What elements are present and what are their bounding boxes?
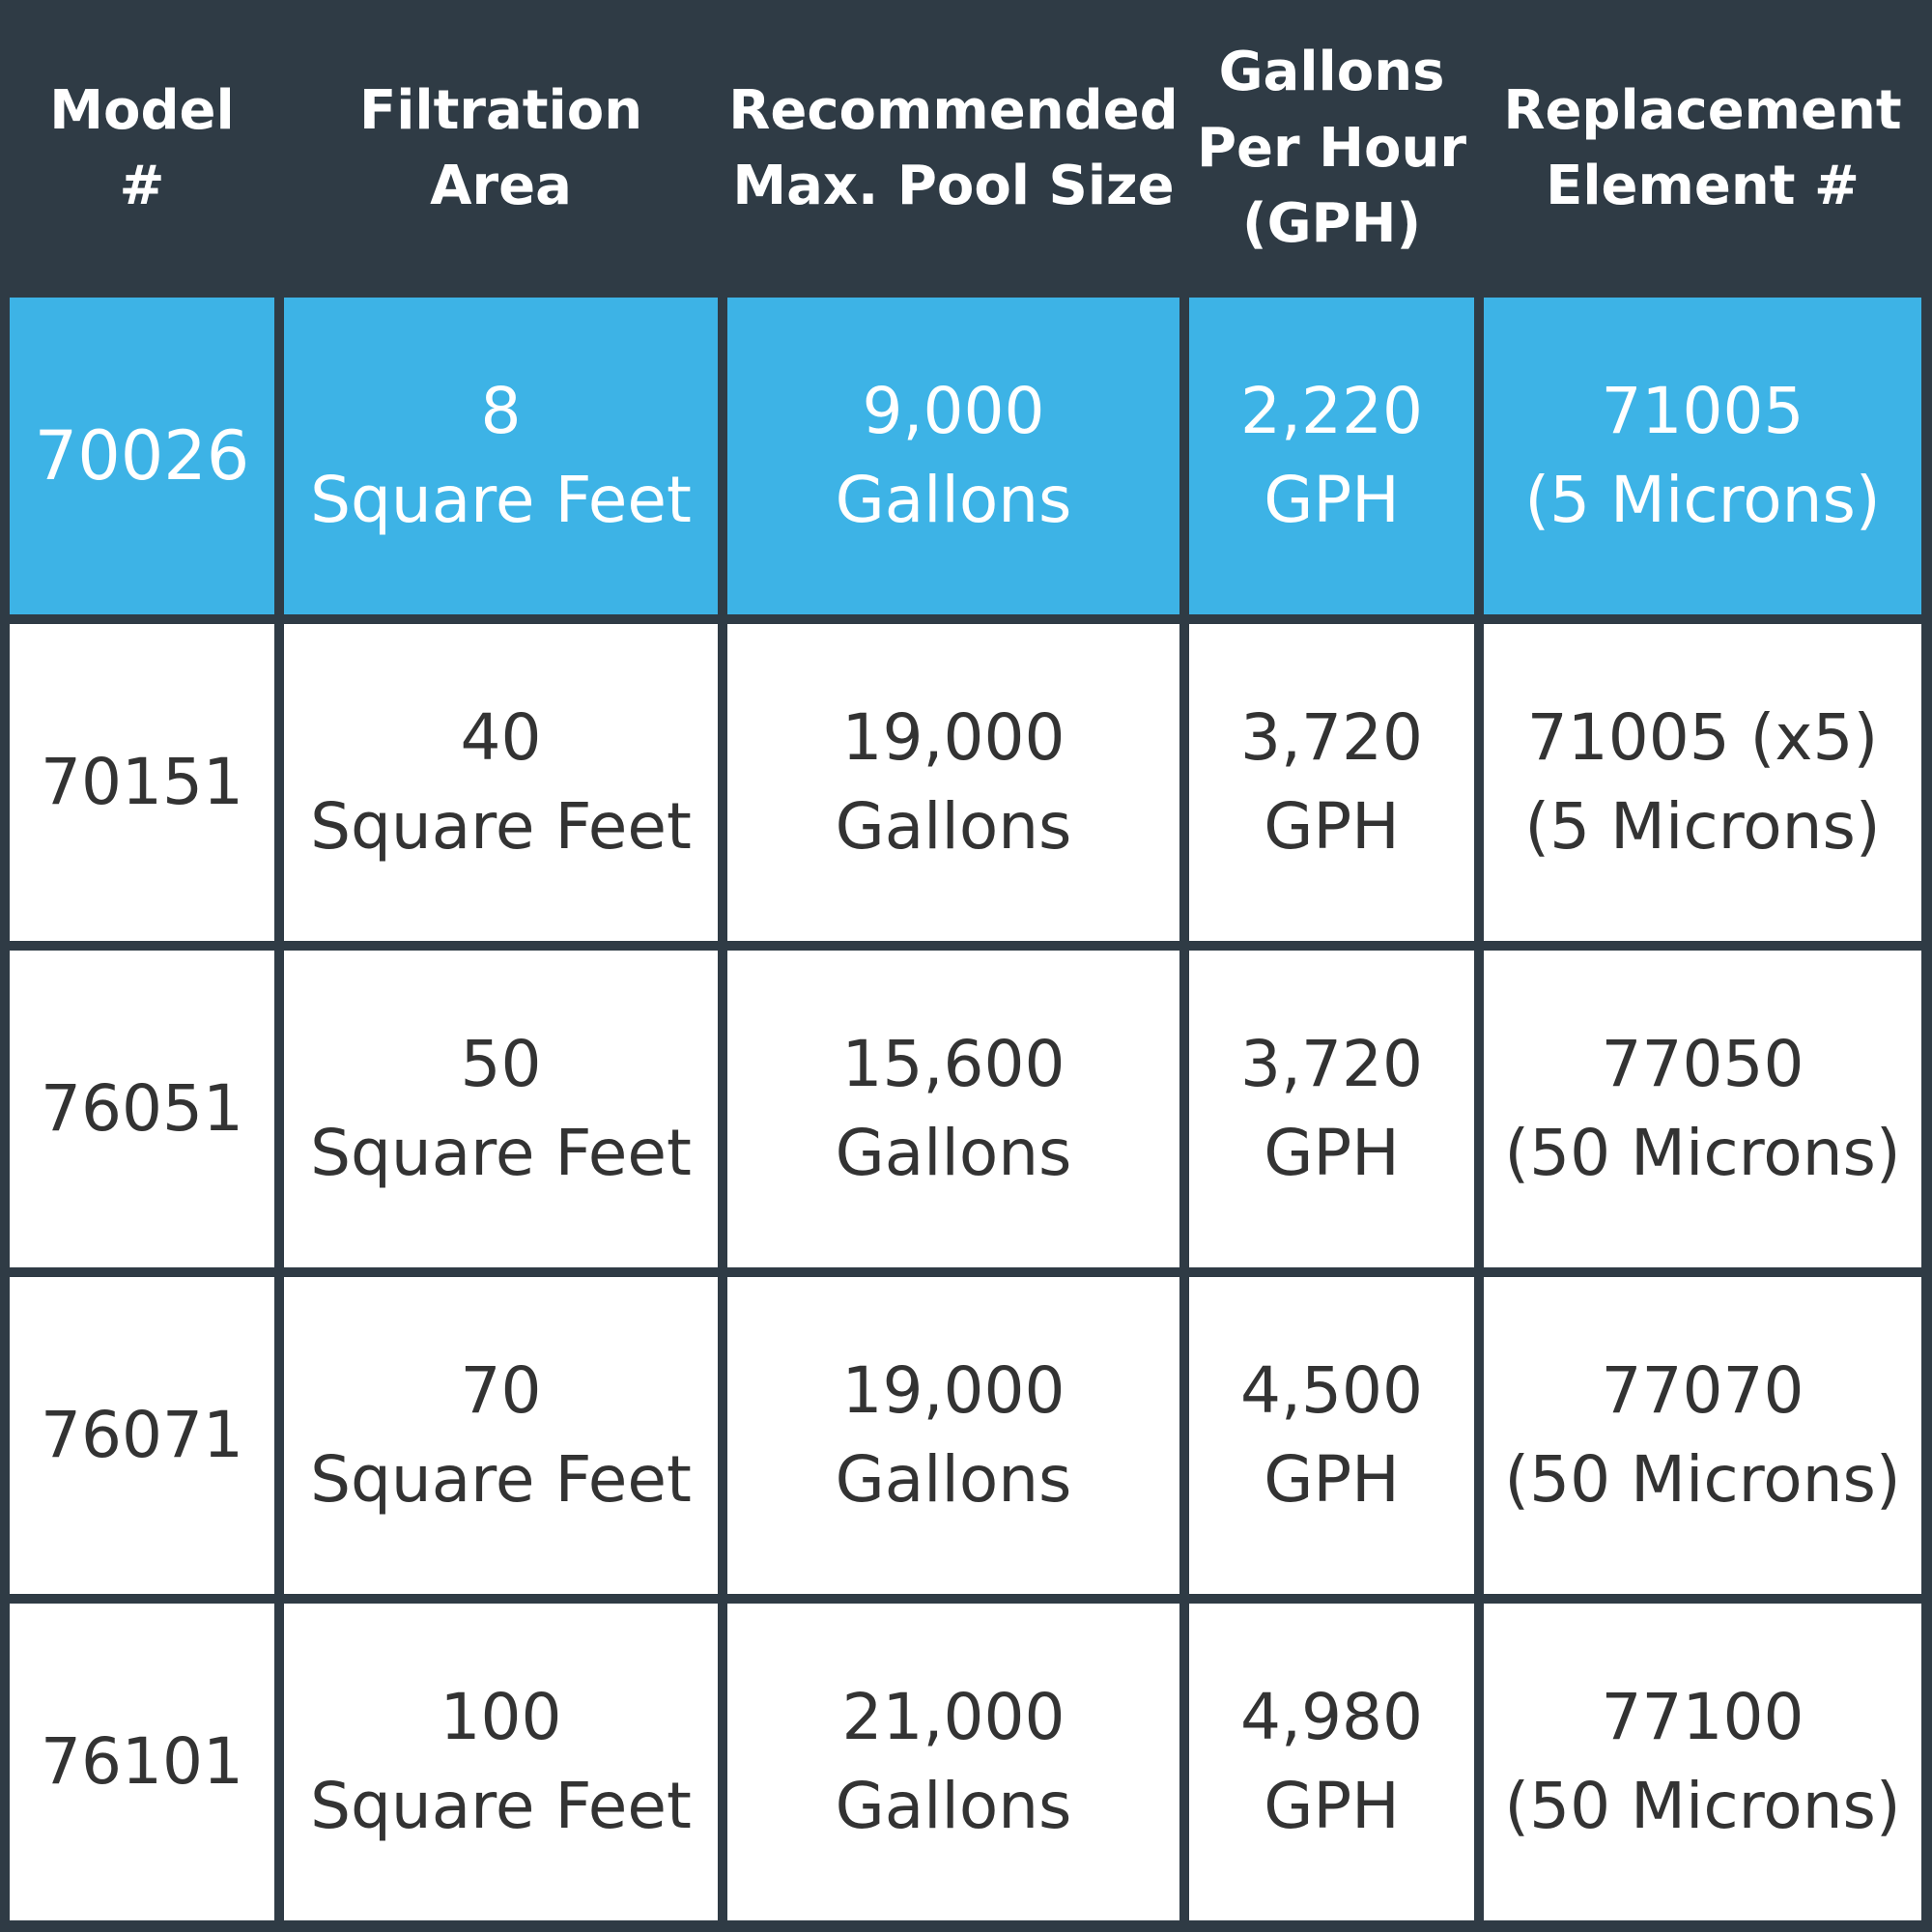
table-cell: 2,220 GPH <box>1189 298 1474 614</box>
cell-text: Replacement <box>1503 78 1902 142</box>
cell-text: (5 Microns) <box>1524 463 1881 537</box>
table-cell: 4,980 GPH <box>1189 1604 1474 1920</box>
table-cell: 15,600 Gallons <box>727 951 1179 1267</box>
cell-text: 21,000 <box>841 1679 1065 1754</box>
cell-text: Square Feet <box>310 1769 692 1843</box>
cell-text: Gallons <box>835 463 1072 537</box>
cell-text: Gallons <box>835 789 1072 864</box>
cell-text: (50 Microns) <box>1504 1442 1901 1517</box>
table-cell: 70026 <box>10 298 274 614</box>
table-cell: 3,720 GPH <box>1189 624 1474 941</box>
cell-text: 8 <box>480 373 522 448</box>
cell-text: Square Feet <box>310 1116 692 1190</box>
cell-text: Gallons <box>835 1116 1072 1190</box>
cell-text: 4,500 <box>1240 1352 1423 1428</box>
cell-text: Per Hour <box>1197 116 1466 180</box>
table-cell: 76071 <box>10 1277 274 1594</box>
cell-text: 9,000 <box>862 373 1045 448</box>
table-cell: 50 Square Feet <box>284 951 718 1267</box>
cell-text: 40 <box>460 699 542 775</box>
cell-text: 76051 <box>41 1070 243 1146</box>
cell-text: Gallons <box>835 1769 1072 1843</box>
cell-text: Square Feet <box>310 789 692 864</box>
cell-text: 4,980 <box>1240 1679 1423 1754</box>
table-cell: 100 Square Feet <box>284 1604 718 1920</box>
cell-text: 77070 <box>1601 1352 1804 1428</box>
cell-text: 71005 (x5) <box>1526 699 1879 775</box>
cell-text: (50 Microns) <box>1504 1769 1901 1843</box>
table-cell: 70151 <box>10 624 274 941</box>
table-cell: 77070 (50 Microns) <box>1484 1277 1921 1594</box>
cell-text: GPH <box>1264 463 1400 537</box>
cell-text: 100 <box>440 1679 562 1754</box>
cell-text: Model <box>49 78 235 142</box>
cell-text: 76101 <box>41 1723 243 1799</box>
table-cell: 19,000 Gallons <box>727 1277 1179 1594</box>
cell-text: GPH <box>1264 789 1400 864</box>
table-cell: 4,500 GPH <box>1189 1277 1474 1594</box>
table-cell: 40 Square Feet <box>284 624 718 941</box>
cell-text: Gallons <box>1218 41 1445 104</box>
cell-text: Gallons <box>835 1442 1072 1517</box>
cell-text: # <box>119 155 165 217</box>
cell-text: GPH <box>1264 1442 1400 1517</box>
cell-text: 19,000 <box>841 1352 1065 1428</box>
table-cell: 76051 <box>10 951 274 1267</box>
table-cell: 77050 (50 Microns) <box>1484 951 1921 1267</box>
cell-text: GPH <box>1264 1116 1400 1190</box>
cell-text: (5 Microns) <box>1524 789 1881 864</box>
cell-text: 19,000 <box>841 699 1065 775</box>
header-cell: Recommended Max. Pool Size <box>727 10 1179 288</box>
cell-text: Recommended <box>728 78 1179 142</box>
table-cell: 3,720 GPH <box>1189 951 1474 1267</box>
table-cell: 76101 <box>10 1604 274 1920</box>
header-cell: Replacement Element # <box>1484 10 1921 288</box>
cell-text: 70 <box>460 1352 542 1428</box>
cell-text: 15,600 <box>841 1026 1065 1101</box>
header-cell: Gallons Per Hour (GPH) <box>1189 10 1474 288</box>
cell-text: (50 Microns) <box>1504 1116 1901 1190</box>
table-cell: 21,000 Gallons <box>727 1604 1179 1920</box>
cell-text: 77100 <box>1601 1679 1804 1754</box>
table-cell: 19,000 Gallons <box>727 624 1179 941</box>
cell-text: 50 <box>460 1026 542 1101</box>
table-cell: 71005 (5 Microns) <box>1484 298 1921 614</box>
cell-text: 70026 <box>34 416 250 496</box>
cell-text: (GPH) <box>1241 192 1422 256</box>
cell-text: 2,220 <box>1240 373 1423 448</box>
cell-text: 77050 <box>1601 1026 1804 1101</box>
header-cell: Filtration Area <box>284 10 718 288</box>
cell-text: 71005 <box>1601 373 1804 448</box>
cell-text: Square Feet <box>310 463 692 537</box>
cell-text: Element # <box>1546 155 1860 217</box>
cell-text: Square Feet <box>310 1442 692 1517</box>
cell-text: Filtration <box>358 78 643 142</box>
table-cell: 71005 (x5) (5 Microns) <box>1484 624 1921 941</box>
table-cell: 9,000 Gallons <box>727 298 1179 614</box>
cell-text: Max. Pool Size <box>732 155 1175 217</box>
table-cell: 77100 (50 Microns) <box>1484 1604 1921 1920</box>
cell-text: 3,720 <box>1240 699 1423 775</box>
cell-text: 3,720 <box>1240 1026 1423 1101</box>
cell-text: GPH <box>1264 1769 1400 1843</box>
table-cell: 8 Square Feet <box>284 298 718 614</box>
cell-text: 76071 <box>41 1397 243 1472</box>
table-cell: 70 Square Feet <box>284 1277 718 1594</box>
cell-text: Area <box>430 155 572 217</box>
cell-text: 70151 <box>41 744 243 819</box>
header-cell: Model # <box>10 10 274 288</box>
